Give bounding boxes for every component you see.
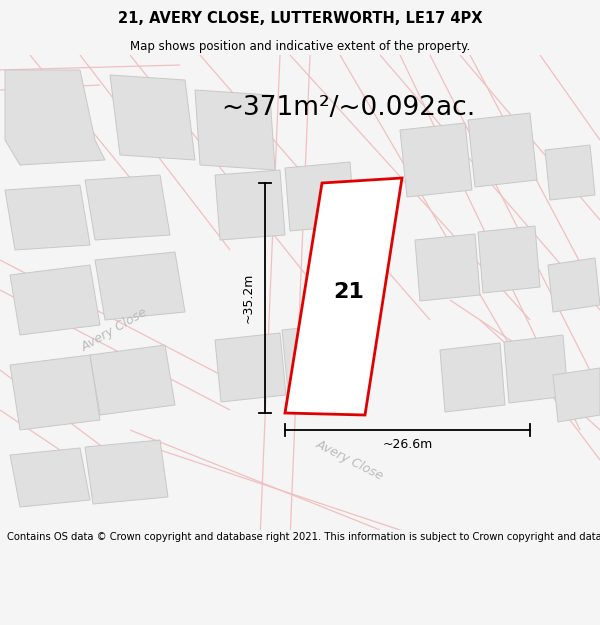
Text: ~26.6m: ~26.6m xyxy=(382,438,433,451)
Polygon shape xyxy=(553,368,600,422)
Text: ~35.2m: ~35.2m xyxy=(242,272,255,323)
Polygon shape xyxy=(195,90,275,170)
Polygon shape xyxy=(95,252,185,320)
Text: Contains OS data © Crown copyright and database right 2021. This information is : Contains OS data © Crown copyright and d… xyxy=(7,532,600,542)
Polygon shape xyxy=(415,234,480,301)
Polygon shape xyxy=(478,226,540,293)
Text: Avery Close: Avery Close xyxy=(314,438,386,483)
Polygon shape xyxy=(285,178,402,415)
Polygon shape xyxy=(285,162,355,231)
Polygon shape xyxy=(110,75,195,160)
Polygon shape xyxy=(215,170,285,240)
Text: 21: 21 xyxy=(333,282,364,302)
Polygon shape xyxy=(10,265,100,335)
Polygon shape xyxy=(440,343,505,412)
Polygon shape xyxy=(5,185,90,250)
Polygon shape xyxy=(215,333,286,402)
Polygon shape xyxy=(85,440,168,504)
Polygon shape xyxy=(5,70,105,165)
Text: Map shows position and indicative extent of the property.: Map shows position and indicative extent… xyxy=(130,39,470,52)
Text: Avery Close: Avery Close xyxy=(80,306,151,354)
Polygon shape xyxy=(548,258,600,312)
Polygon shape xyxy=(504,335,568,403)
Polygon shape xyxy=(10,355,100,430)
Text: ~371m²/~0.092ac.: ~371m²/~0.092ac. xyxy=(221,95,475,121)
Polygon shape xyxy=(545,145,595,200)
Polygon shape xyxy=(85,175,170,240)
Polygon shape xyxy=(10,448,90,507)
Text: 21, AVERY CLOSE, LUTTERWORTH, LE17 4PX: 21, AVERY CLOSE, LUTTERWORTH, LE17 4PX xyxy=(118,11,482,26)
Polygon shape xyxy=(468,113,537,187)
Polygon shape xyxy=(400,123,472,197)
Polygon shape xyxy=(282,323,356,392)
Polygon shape xyxy=(90,345,175,415)
